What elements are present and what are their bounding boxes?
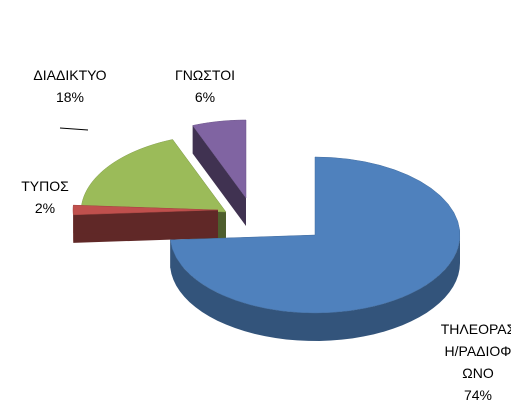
category-name: ΔΙΑΔΙΚΤΥΟ — [33, 67, 107, 83]
category-name: ΓΝΩΣΤΟΙ — [174, 67, 236, 83]
percent-label: 74% — [463, 387, 493, 403]
percent-label: 6% — [194, 89, 216, 105]
pie-slice — [80, 139, 227, 213]
leader-line — [59, 127, 89, 131]
slice-label: ΓΝΩΣΤΟΙ 6% — [150, 64, 260, 108]
slice-label: ΤΗΛΕΟΡΑΣΗ/ΡΑΔΙΟΦΩΝΟ 74% — [440, 318, 511, 406]
percent-label: 18% — [55, 89, 85, 105]
pie-slice — [169, 156, 461, 314]
pie-slice — [72, 204, 219, 216]
slice-label: ΔΙΑΔΙΚΤΥΟ 18% — [20, 64, 120, 108]
percent-label: 2% — [34, 200, 56, 216]
pie-slice — [192, 119, 247, 199]
slice-label: ΤΥΠΟΣ 2% — [10, 175, 80, 219]
pie-side — [170, 235, 460, 341]
category-name: ΤΥΠΟΣ — [21, 178, 69, 194]
category-name: ΤΗΛΕΟΡΑΣΗ/ΡΑΔΙΟΦΩΝΟ — [440, 321, 511, 381]
pie-radial-face — [192, 125, 246, 226]
